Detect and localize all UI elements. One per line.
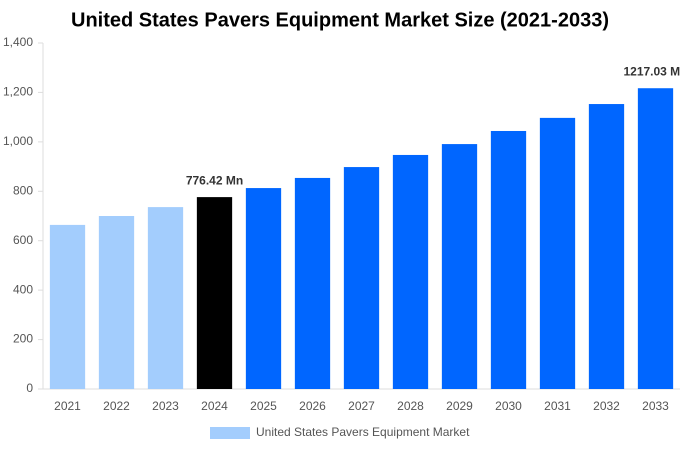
y-tick-label: 600: [13, 233, 33, 247]
x-tick-label: 2029: [446, 399, 473, 413]
x-tick-label: 2024: [201, 399, 228, 413]
x-tick-label: 2028: [397, 399, 424, 413]
x-tick-label: 2032: [593, 399, 620, 413]
bar: [245, 188, 282, 389]
legend-swatch: [210, 427, 250, 439]
bar: [588, 104, 625, 390]
y-tick-label: 1,400: [3, 35, 33, 49]
bar: [539, 117, 576, 390]
legend-label: United States Pavers Equipment Market: [256, 425, 470, 439]
bar: [49, 224, 86, 389]
bar: [343, 167, 380, 389]
y-tick-label: 0: [26, 381, 33, 395]
bar: [490, 130, 527, 390]
x-tick-label: 2031: [544, 399, 571, 413]
bar: [147, 207, 184, 389]
bar: [98, 216, 135, 389]
x-tick-label: 2021: [54, 399, 81, 413]
y-tick-label: 200: [13, 332, 33, 346]
x-tick-label: 2025: [250, 399, 277, 413]
y-tick-label: 1,200: [3, 85, 33, 99]
value-label: 776.42 Mn: [186, 173, 243, 187]
y-tick-label: 800: [13, 183, 33, 197]
value-label: 1217.03 Mn: [623, 64, 680, 78]
x-tick-label: 2030: [495, 399, 522, 413]
y-tick-label: 1,000: [3, 134, 33, 148]
chart-title: United States Pavers Equipment Market Si…: [71, 9, 609, 31]
bar: [637, 88, 674, 389]
y-tick-label: 400: [13, 282, 33, 296]
x-tick-label: 2022: [103, 399, 130, 413]
bar: [196, 197, 233, 389]
x-tick-label: 2023: [152, 399, 179, 413]
x-tick-label: 2033: [642, 399, 669, 413]
bar: [294, 177, 331, 389]
x-tick-label: 2026: [299, 399, 326, 413]
bar: [392, 154, 429, 389]
x-tick-label: 2027: [348, 399, 375, 413]
bar: [441, 144, 478, 389]
